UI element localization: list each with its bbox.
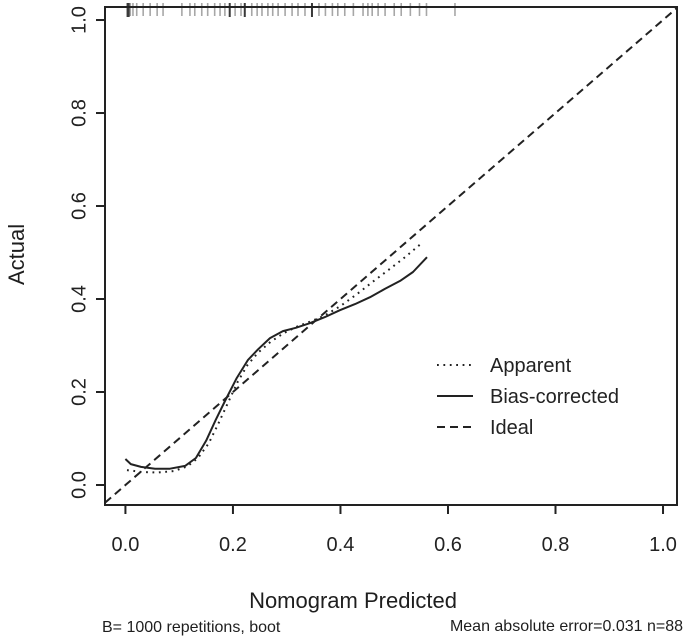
x-tick-label: 0.6 — [434, 534, 462, 556]
x-tick-label: 0.2 — [219, 534, 247, 556]
legend: Apparent Bias-corrected Ideal — [437, 355, 619, 439]
y-axis: 0.0 0.2 0.4 0.6 0.8 1.0 — [68, 6, 105, 499]
y-tick-label: 0.2 — [68, 378, 90, 406]
y-axis-title: Actual — [4, 223, 29, 285]
legend-label: Apparent — [490, 355, 572, 377]
y-tick-label: 1.0 — [68, 6, 90, 34]
legend-label: Bias-corrected — [490, 386, 619, 408]
y-tick-label: 0.0 — [68, 471, 90, 499]
x-tick-label: 0.4 — [327, 534, 355, 556]
plot-box — [104, 6, 678, 506]
bias-corrected-line — [124, 256, 428, 470]
y-tick-label: 0.6 — [68, 192, 90, 220]
y-tick-label: 0.4 — [68, 285, 90, 313]
x-tick-label: 1.0 — [649, 534, 677, 556]
bootstrap-footnote: B= 1000 repetitions, boot — [102, 619, 281, 636]
x-tick-label: 0.8 — [542, 534, 570, 556]
legend-label: Ideal — [490, 417, 533, 439]
apparent-line — [126, 243, 421, 474]
ideal-line — [104, 7, 678, 504]
rug-marks — [126, 3, 456, 17]
y-tick-label: 0.8 — [68, 99, 90, 127]
x-axis: 0.0 0.2 0.4 0.6 0.8 1.0 — [112, 505, 677, 556]
mean-absolute-error-footnote: Mean absolute error=0.031 n=88 — [449, 618, 683, 635]
x-axis-title: Nomogram Predicted — [249, 588, 457, 613]
x-tick-label: 0.0 — [112, 534, 140, 556]
